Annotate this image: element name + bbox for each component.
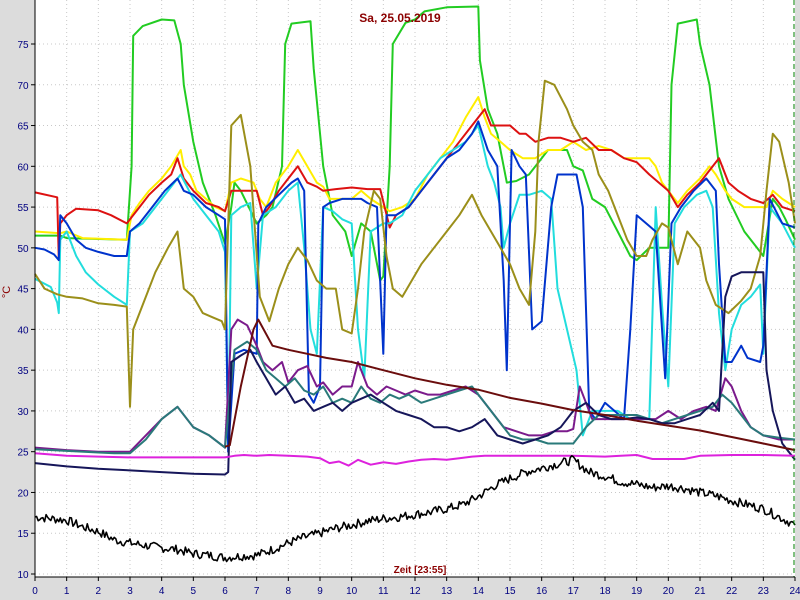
- y-tick-label: 55: [17, 203, 29, 214]
- x-tick-label: 13: [441, 586, 453, 597]
- series-line-11: [34, 452, 796, 467]
- y-tick-label: 45: [17, 285, 29, 296]
- x-axis-label: Zeit [23:55]: [394, 565, 447, 576]
- y-tick-label: 25: [17, 448, 29, 459]
- x-tick-label: 22: [726, 586, 738, 597]
- x-tick-label: 17: [568, 586, 580, 597]
- x-tick-label: 12: [409, 586, 421, 597]
- y-tick-label: 35: [17, 366, 29, 377]
- series-line-12: [34, 455, 796, 563]
- x-tick-label: 4: [159, 586, 165, 597]
- x-tick-label: 15: [504, 586, 516, 597]
- x-tick-label: 8: [286, 586, 292, 597]
- y-tick-label: 15: [17, 529, 29, 540]
- x-tick-label: 9: [317, 586, 323, 597]
- x-tick-label: 14: [473, 586, 485, 597]
- x-tick-label: 18: [599, 586, 611, 597]
- x-tick-label: 10: [346, 586, 358, 597]
- y-tick-label: 20: [17, 488, 29, 499]
- x-tick-label: 20: [663, 586, 675, 597]
- x-tick-label: 6: [222, 586, 228, 597]
- series-line-10: [224, 318, 796, 452]
- x-tick-label: 24: [789, 586, 800, 597]
- x-tick-label: 16: [536, 586, 548, 597]
- y-tick-label: 65: [17, 122, 29, 133]
- x-tick-label: 0: [32, 586, 38, 597]
- x-tick-label: 7: [254, 586, 260, 597]
- x-tick-labels: 0 1 2 3 4 5 6 7 8 9 10 11 12 13 14 15 16 17 18 19 20 21 22 23 24: [32, 577, 800, 597]
- y-tick-label: 70: [17, 81, 29, 92]
- x-tick-label: 2: [96, 586, 102, 597]
- y-tick-label: 30: [17, 407, 29, 418]
- x-tick-label: 19: [631, 586, 643, 597]
- series-line-6: [34, 79, 796, 408]
- y-tick-label: 50: [17, 244, 29, 255]
- y-tick-label: 10: [17, 570, 29, 581]
- y-tick-label: 40: [17, 325, 29, 336]
- x-tick-label: 11: [378, 586, 389, 597]
- series-line-8: [34, 340, 796, 455]
- series-line-7: [34, 318, 795, 453]
- series-layer: [34, 5, 796, 563]
- y-tick-label: 75: [17, 40, 29, 51]
- series-line-5: [34, 120, 796, 453]
- x-tick-label: 3: [127, 586, 133, 597]
- chart-title: Sa, 25.05.2019: [359, 11, 441, 25]
- series-line-1: [35, 5, 796, 282]
- y-axis-label: °C: [1, 286, 13, 298]
- x-tick-label: 5: [191, 586, 197, 597]
- y-tick-label: 60: [17, 162, 29, 173]
- x-tick-label: 23: [758, 586, 770, 597]
- x-tick-label: 21: [694, 586, 706, 597]
- series-line-9: [34, 271, 796, 476]
- x-tick-label: 1: [64, 586, 70, 597]
- y-tick-labels: 10 15 20 25 30 35 40 45 50 55 60 65 70 75: [17, 40, 35, 581]
